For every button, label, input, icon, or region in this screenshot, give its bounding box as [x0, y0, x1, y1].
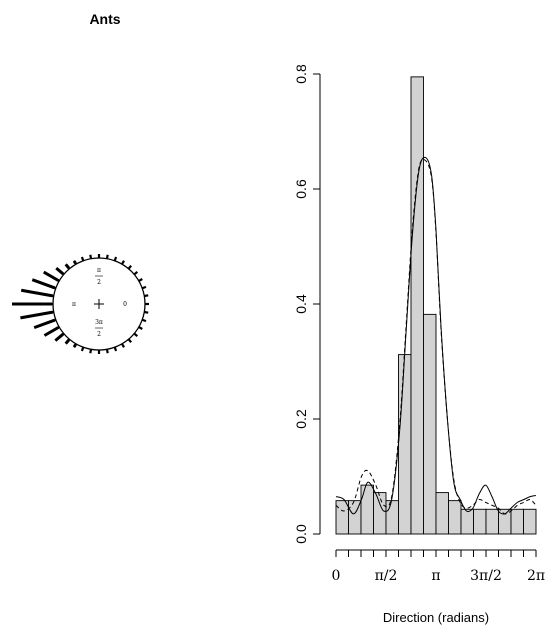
x-axis-label: Direction (radians)	[383, 610, 489, 625]
rose-rim-tick-1	[144, 294, 149, 298]
x-tick-label-0: 0	[332, 568, 341, 584]
rose-rim-tick-34	[141, 318, 147, 323]
rose-label-pi: π	[72, 301, 76, 308]
rose-rim-tick-19	[49, 310, 54, 314]
rose-rim-tick-20	[51, 318, 57, 323]
rose-rim-tick-12	[73, 260, 77, 265]
x-tick-label-1: π/2	[375, 568, 398, 584]
rose-label-0: 0	[123, 301, 127, 308]
rose-rim-tick-26	[89, 349, 93, 354]
rose-rim-tick-21	[55, 326, 60, 330]
density-curve-dashed	[335, 158, 537, 515]
rose-rim-tick-5	[127, 264, 132, 270]
rose-rim-tick-35	[144, 310, 149, 314]
histogram-bar-15	[523, 508, 537, 535]
rose-rim-tick-6	[121, 260, 125, 265]
histogram-bar-7	[423, 313, 437, 535]
x-tick-label-3: 3π/2	[470, 568, 502, 584]
rose-rim-tick-11	[80, 256, 85, 262]
rose-rim-tick-22	[59, 332, 65, 337]
rose-title: Ants	[89, 11, 120, 27]
histogram-bar-5	[398, 354, 412, 535]
histogram-bar-12	[485, 508, 499, 535]
rose-rim-tick-16	[51, 285, 57, 290]
rose-label-top-den: 2	[97, 279, 101, 286]
y-tick-label-2: 0.4	[293, 294, 309, 314]
rose-label-bottom-num: 3π	[95, 319, 103, 326]
rose-rim-tick-33	[138, 326, 143, 330]
rose-spoke-3	[33, 318, 56, 330]
rose-rim-tick-32	[133, 332, 139, 337]
histogram-bar-11	[473, 508, 487, 535]
rose-spoke-1	[20, 310, 53, 320]
y-axis: 0.0 0.2 0.4 0.6 0.8	[293, 64, 321, 544]
rose-rim-tick-13	[66, 264, 71, 270]
y-tick-label-1: 0.2	[293, 409, 309, 429]
rose-rim-tick-29	[113, 346, 118, 352]
rose-rim-tick-31	[127, 338, 132, 344]
rose-rim-tick-28	[105, 349, 109, 354]
y-tick-label-4: 0.8	[293, 64, 309, 84]
rose-rim-tick-7	[113, 256, 118, 262]
rose-rim-tick-4	[133, 271, 139, 276]
histogram-bar-14	[510, 508, 524, 535]
rose-rim-tick-2	[141, 285, 147, 290]
rose-rim-tick-24	[73, 343, 77, 348]
x-tick-label-4: 2π	[527, 568, 545, 584]
histogram-bar-0	[335, 500, 349, 535]
histogram-bar-8	[435, 492, 449, 535]
rose-spokes	[12, 260, 77, 348]
rose-rim-tick-17	[49, 294, 54, 298]
histogram-bar-3	[373, 492, 387, 535]
rose-spoke-2	[20, 288, 53, 298]
y-tick-label-3: 0.6	[293, 179, 309, 199]
histogram-bar-2	[360, 484, 374, 535]
rose-rim-tick-8	[105, 254, 109, 259]
rose-rim-tick-30	[121, 343, 125, 348]
histogram-panel: 0.0 0.2 0.4 0.6 0.8 0 π/2 π 3π/2 2π Direction (r…	[293, 64, 545, 625]
rose-rim-tick-15	[55, 278, 60, 282]
histogram-bar-9	[448, 500, 462, 535]
x-axis: 0 π/2 π 3π/2 2π	[332, 549, 545, 584]
rose-label-bottom-den: 2	[97, 331, 101, 338]
density-curves	[335, 156, 537, 515]
y-tick-label-0: 0.0	[293, 524, 309, 544]
histogram-bar-6	[410, 76, 424, 535]
x-tick-label-2: π	[431, 568, 440, 584]
rose-rim-tick-3	[138, 278, 143, 282]
rose-rim-tick-10	[89, 254, 93, 259]
rose-spoke-4	[31, 278, 56, 290]
rose-rim-tick-14	[59, 271, 65, 276]
rose-rim-tick-25	[80, 346, 85, 352]
rose-diagram: 0 π π 2 3π 2	[12, 254, 149, 354]
histogram-bar-4	[385, 500, 399, 535]
rose-rim-tick-23	[66, 338, 71, 344]
rose-label-top-num: π	[97, 267, 101, 274]
histogram-bars	[335, 76, 537, 535]
rose-rim-ticks	[49, 254, 149, 354]
histogram-bar-10	[460, 508, 474, 535]
